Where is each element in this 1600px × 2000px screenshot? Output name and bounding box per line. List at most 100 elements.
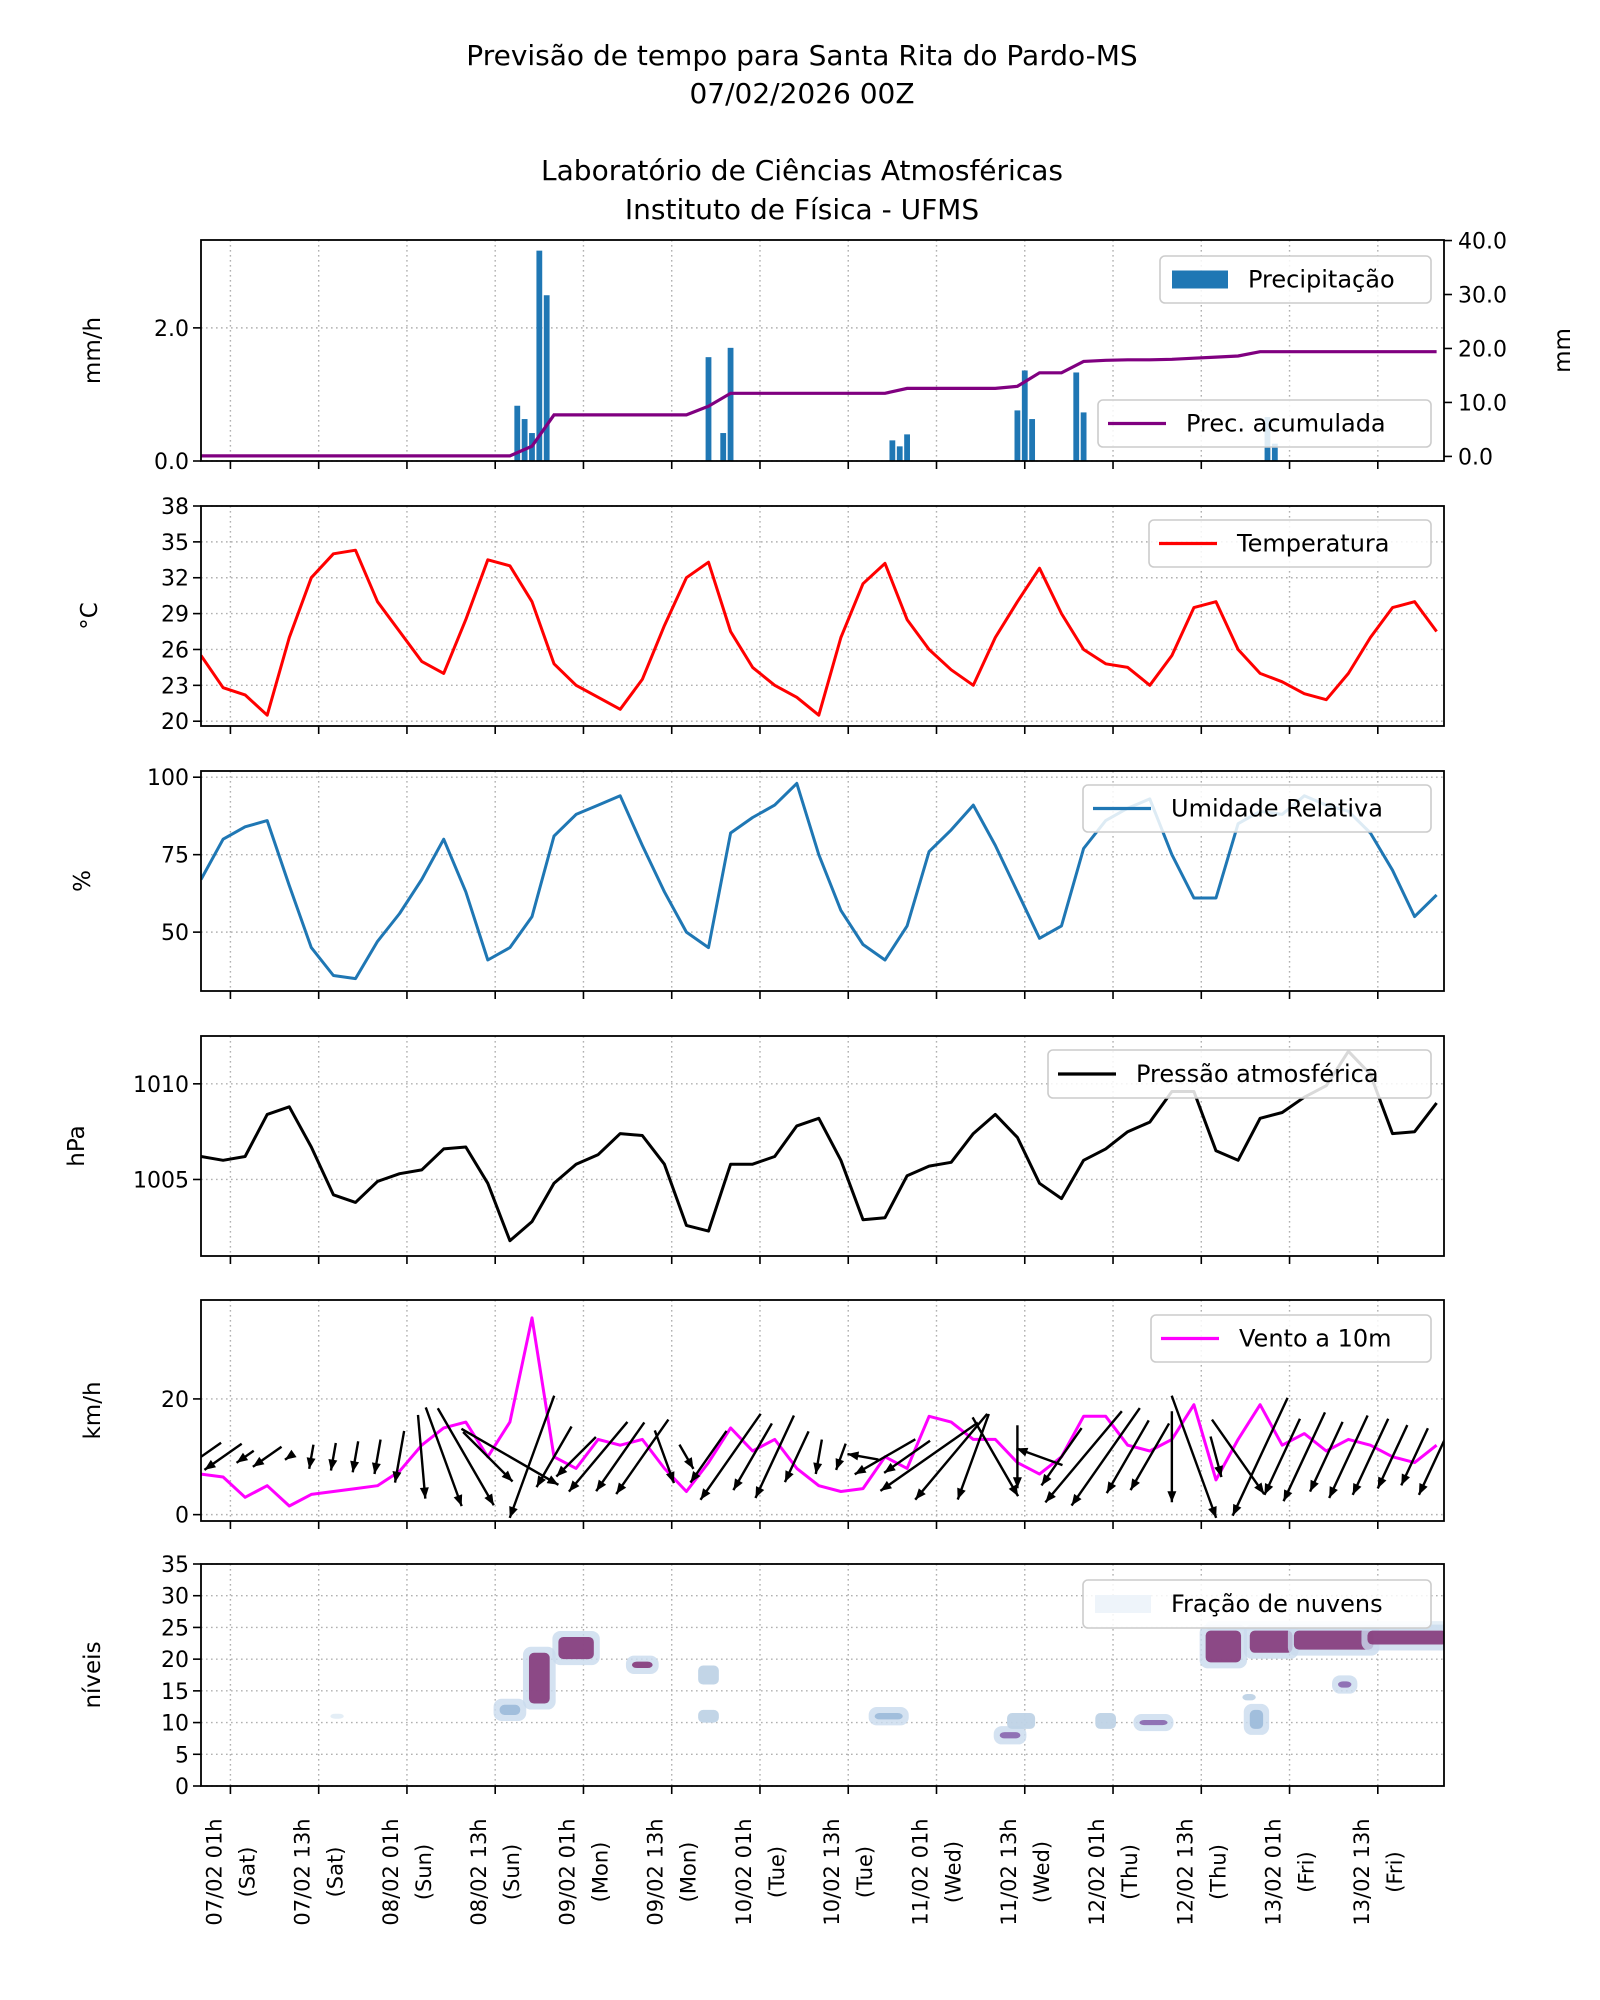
cloud-cell — [698, 1665, 719, 1685]
wind-arrowhead — [835, 1458, 845, 1470]
legend-humidity: Umidade Relativa — [1082, 784, 1432, 833]
x-tick-date: 10/02 01h — [732, 1818, 756, 1925]
wind-arrow — [1308, 1421, 1344, 1493]
precipitation-bar — [889, 440, 896, 461]
x-tick-day: (Thu) — [1118, 1844, 1142, 1900]
cloud-cell — [698, 1709, 719, 1723]
x-tick-date: 13/02 13h — [1350, 1818, 1374, 1925]
wind-arrowhead — [1106, 1481, 1117, 1494]
y-tick-label: 20 — [161, 710, 189, 735]
wind-arrowhead — [306, 1457, 316, 1469]
y-tick-label: 10 — [161, 1712, 189, 1737]
cloud-cell — [499, 1704, 521, 1715]
panel-1: 0.0 2.0 0.0 10.0 20.0 30.0 40.0 mm mm/h — [80, 230, 1576, 475]
wind-arrowhead — [453, 1494, 463, 1507]
wind-arrowhead — [1283, 1489, 1293, 1502]
precipitation-bar — [727, 347, 734, 461]
wind-arrowhead — [328, 1458, 338, 1471]
wind-arrowhead — [700, 1488, 711, 1500]
y-axis-label: % — [70, 870, 96, 892]
x-tick-date: 08/02 01h — [379, 1818, 403, 1925]
x-tick-day: (Fri) — [1295, 1851, 1319, 1892]
wind-arrow — [615, 1418, 670, 1495]
y-tick-label: 26 — [161, 638, 189, 663]
wind-arrowhead — [392, 1471, 402, 1483]
y-tick-label: 2.0 — [154, 317, 189, 342]
wind-arrowhead — [957, 1487, 966, 1500]
precipitation-bar — [1029, 419, 1036, 461]
x-tick-label: 11/02 01h (Wed) — [909, 1818, 966, 1925]
x-tick-date: 12/02 01h — [1085, 1818, 1109, 1925]
wind-arrowhead — [665, 1471, 675, 1484]
wind-arrow — [956, 1413, 990, 1500]
wind-arrowhead — [616, 1482, 627, 1495]
legend-label: Prec. acumulada — [1186, 410, 1386, 438]
wind-arrowhead — [350, 1460, 360, 1473]
cloud-cell — [874, 1713, 903, 1720]
right-y-tick-label: 40.0 — [1458, 230, 1507, 255]
panel-frame — [200, 505, 1445, 727]
wind-arrowhead — [784, 1470, 794, 1483]
y-tick-label: 35 — [161, 1553, 189, 1578]
plot-area — [201, 781, 1438, 981]
wind-arrow — [732, 1422, 773, 1491]
x-tick-label: 07/02 01h (Sat) — [202, 1818, 259, 1925]
wind-arrow — [424, 1407, 463, 1507]
x-tick-day: (Sun) — [500, 1844, 524, 1900]
x-tick-day: (Wed) — [942, 1841, 966, 1903]
wind-arrowhead — [1377, 1476, 1387, 1489]
wind-arrowhead — [1041, 1473, 1052, 1486]
cloud-cell — [631, 1661, 653, 1669]
cloud-cell — [1007, 1713, 1036, 1729]
wind-arrow — [1282, 1411, 1327, 1502]
right-y-tick-label: 10.0 — [1458, 391, 1507, 416]
cloud-cell — [1205, 1630, 1242, 1663]
wind-arrowhead — [568, 1480, 580, 1492]
wind-arrowhead — [1264, 1482, 1274, 1495]
x-tick-day: (Tue) — [853, 1846, 877, 1898]
x-tick-label: 08/02 01h (Sun) — [379, 1818, 436, 1925]
precipitation-bar — [896, 446, 903, 461]
figure-run-date: 07/02/2026 00Z — [689, 77, 914, 110]
wind-arrow — [879, 1421, 979, 1492]
legend-temperature: Temperatura — [1148, 519, 1432, 568]
wind-arrowhead — [1045, 1491, 1056, 1503]
cloud-cell — [1338, 1681, 1352, 1688]
x-tick-label: 13/02 01h (Fri) — [1262, 1818, 1319, 1925]
x-tick-label: 12/02 13h (Thu) — [1173, 1818, 1230, 1925]
wind-arrowhead — [1329, 1486, 1338, 1499]
wind-arrowhead — [1254, 1482, 1265, 1495]
cloud-cell — [999, 1732, 1021, 1739]
y-tick-label: 0.0 — [154, 450, 189, 475]
wind-arrowhead — [1012, 1477, 1022, 1489]
precipitation-bar — [1021, 370, 1028, 461]
wind-arrowhead — [596, 1479, 607, 1492]
wind-speed-line — [201, 1316, 1438, 1508]
precipitation-bar — [1271, 443, 1278, 461]
plot-area — [201, 250, 1437, 461]
wind-arrowhead — [884, 1462, 896, 1473]
precipitation-bar — [514, 405, 521, 461]
wind-arrowhead — [755, 1486, 765, 1499]
precipitation-bar — [1014, 410, 1021, 461]
x-tick-date: 13/02 01h — [1262, 1818, 1286, 1925]
wind-arrowhead — [733, 1478, 743, 1491]
cloud-cell — [1249, 1709, 1264, 1729]
x-tick-label: 13/02 13h (Fri) — [1350, 1818, 1407, 1925]
wind-arrow — [1263, 1418, 1302, 1496]
x-tick-day: (Wed) — [1030, 1841, 1054, 1903]
cloud-cell — [1293, 1630, 1374, 1650]
wind-arrowhead — [1232, 1503, 1242, 1516]
legend-box — [1097, 399, 1432, 448]
legend-box — [1047, 1049, 1432, 1099]
right-y-tick-label: 30.0 — [1458, 284, 1507, 309]
precipitation-bar — [904, 434, 910, 461]
legend-label: Temperatura — [1236, 530, 1390, 558]
wind-arrowhead — [915, 1488, 926, 1500]
x-tick-day: (Sat) — [324, 1847, 348, 1898]
wind-arrowhead — [236, 1452, 249, 1463]
cloud-cell — [1242, 1694, 1256, 1701]
wind-arrowhead — [813, 1462, 823, 1475]
wind-arrowhead — [1214, 1465, 1223, 1478]
legend-box — [1082, 784, 1432, 833]
